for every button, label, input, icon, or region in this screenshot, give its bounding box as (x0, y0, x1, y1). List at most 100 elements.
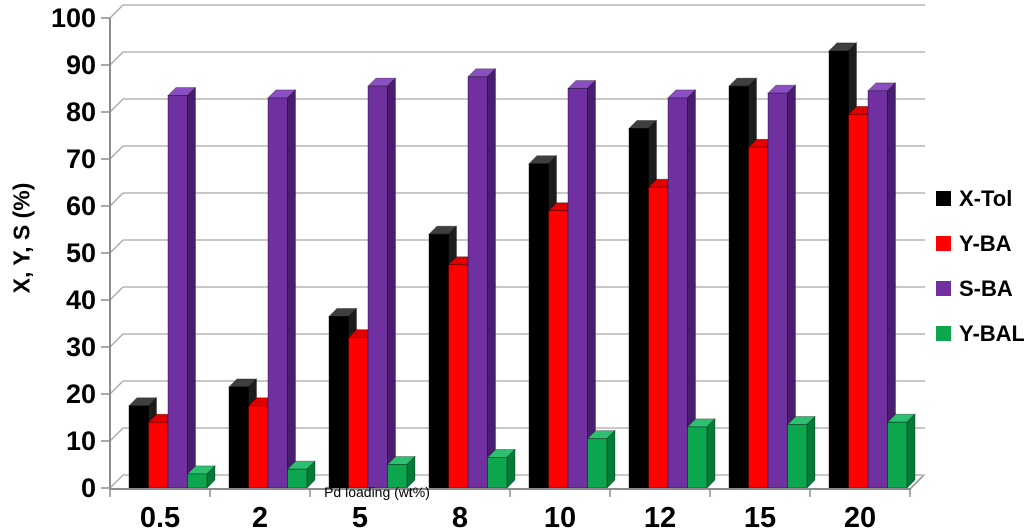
legend-label: Y-BAL (959, 320, 1024, 346)
gridline-depth-jog (109, 427, 124, 442)
x-axis-title: Pd loading (wt%) (324, 484, 430, 500)
bar-front-face (887, 421, 908, 489)
legend-item-s-ba: S-BA (936, 266, 1024, 311)
bar-side-face (906, 413, 916, 489)
bar-y-bal-8 (486, 448, 516, 489)
bar-front-face (587, 438, 608, 489)
y-tick-label: 90 (66, 50, 96, 80)
bar-front-face (248, 405, 269, 489)
y-tick-label: 50 (66, 238, 96, 268)
y-tick-label: 10 (66, 426, 96, 456)
x-category-label: 12 (644, 502, 676, 532)
gridline-depth-jog (109, 239, 124, 254)
bar-front-face (567, 88, 588, 489)
bar-front-face (128, 405, 149, 489)
x-category-label: 10 (544, 502, 576, 532)
bar-y-bal-0.5 (186, 464, 216, 489)
bar-front-face (628, 128, 649, 489)
bar-y-bal-5 (386, 455, 416, 489)
bar-front-face (728, 85, 749, 489)
bar-front-face (167, 95, 188, 489)
y-tick-label: 0 (81, 473, 96, 503)
legend-swatch-y-bal (936, 326, 951, 341)
bar-front-face (828, 50, 849, 489)
y-tick-label: 60 (66, 191, 96, 221)
legend-swatch-x-tol (936, 191, 951, 206)
bar-front-face (467, 76, 488, 489)
x-category-label: 15 (744, 502, 776, 532)
gridline-depth-jog (109, 192, 124, 207)
bar-front-face (448, 264, 469, 489)
legend-label: X-Tol (959, 185, 1013, 211)
bar-front-face (287, 468, 308, 489)
x-category-label: 2 (252, 502, 268, 532)
legend: X-Tol Y-BA S-BA Y-BAL (936, 176, 1024, 356)
bar-y-bal-2 (286, 460, 316, 489)
gridline-depth-jog (109, 4, 124, 19)
y-axis-title: X, Y, S (%) (8, 182, 35, 294)
bar-side-face (606, 429, 616, 489)
legend-swatch-y-ba (936, 236, 951, 251)
gridline-depth-jog (109, 474, 124, 489)
bar-front-face (848, 113, 869, 489)
x-category-label: 0.5 (140, 502, 180, 532)
legend-item-y-bal: Y-BAL (936, 311, 1024, 356)
x-category-label: 8 (452, 502, 468, 532)
bar-front-face (348, 337, 369, 489)
bar-side-face (287, 88, 296, 489)
gridline-depth-jog (109, 333, 124, 348)
bar-s-ba-20 (867, 81, 897, 489)
gridline-depth-jog (109, 98, 124, 113)
bar-side-face (387, 77, 396, 489)
bar-side-face (706, 417, 716, 489)
bar-side-face (587, 79, 596, 489)
bar-front-face (367, 85, 388, 489)
bar-front-face (267, 97, 288, 489)
bar-side-face (487, 67, 496, 489)
y-tick-label: 80 (66, 97, 96, 127)
bar-front-face (767, 92, 788, 489)
bar-front-face (487, 457, 508, 489)
bar-front-face (648, 186, 669, 489)
gridline-depth-jog (109, 286, 124, 301)
bar-y-bal-10 (586, 429, 616, 489)
bar-front-face (867, 90, 888, 489)
bar-front-face (667, 97, 688, 489)
gridline-depth-jog (109, 51, 124, 66)
gridline-depth-jog (109, 145, 124, 160)
bar-front-face (787, 424, 808, 489)
bar-s-ba-5 (367, 77, 397, 489)
bar-front-face (687, 426, 708, 489)
bar-front-face (748, 146, 769, 489)
bar-front-face (187, 473, 208, 489)
bar-y-bal-15 (786, 415, 816, 489)
bar-front-face (528, 163, 549, 489)
bar-y-bal-12 (686, 417, 716, 489)
y-tick-label: 30 (66, 332, 96, 362)
bar-front-face (228, 386, 249, 489)
legend-label: Y-BA (959, 230, 1012, 256)
y-tick-label: 100 (51, 3, 96, 33)
legend-item-y-ba: Y-BA (936, 221, 1024, 266)
bar-side-face (187, 86, 196, 489)
floor-right-edge (909, 475, 924, 490)
gridline-depth-jog (109, 380, 124, 395)
x-category-label: 20 (844, 502, 876, 532)
y-tick-label: 40 (66, 285, 96, 315)
bar-s-ba-0.5 (167, 86, 197, 489)
bar-s-ba-10 (567, 79, 597, 489)
bar-front-face (148, 421, 169, 489)
legend-item-x-tol: X-Tol (936, 176, 1024, 221)
y-tick-label: 20 (66, 379, 96, 409)
bar-side-face (806, 415, 816, 489)
bar-front-face (428, 233, 449, 489)
bar-s-ba-8 (467, 67, 497, 489)
legend-swatch-s-ba (936, 281, 951, 296)
y-tick-label: 70 (66, 144, 96, 174)
bar-y-bal-20 (886, 413, 916, 489)
bar-front-face (328, 316, 349, 489)
x-category-label: 5 (352, 502, 368, 532)
bar-s-ba-2 (267, 88, 297, 489)
